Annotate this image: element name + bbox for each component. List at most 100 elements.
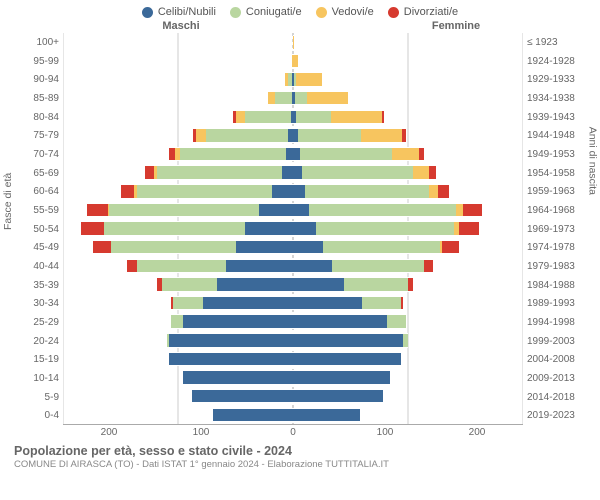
- pyramid-row: [63, 387, 523, 406]
- segment-single: [293, 314, 387, 329]
- x-tick-label: 100: [155, 427, 247, 438]
- segment-single: [236, 240, 294, 255]
- segment-married: [316, 221, 454, 236]
- segment-married: [295, 91, 307, 106]
- birth-label: 1959-1963: [527, 182, 585, 201]
- legend-item: Celibi/Nubili: [142, 6, 216, 18]
- segment-married: [109, 203, 259, 218]
- segment-married: [296, 110, 331, 125]
- segment-divorced: [81, 221, 104, 236]
- segment-single: [293, 240, 323, 255]
- male-bar: [63, 91, 293, 106]
- birth-label: 1974-1978: [527, 238, 585, 257]
- segment-married: [305, 184, 429, 199]
- pyramid-row: [63, 126, 523, 145]
- chart-container: Fasce di età Anni di nascita Celibi/Nubi…: [0, 0, 600, 500]
- segment-widowed: [392, 147, 420, 162]
- female-bar: [293, 165, 523, 180]
- female-bar: [293, 72, 523, 87]
- legend: Celibi/NubiliConiugati/eVedovi/eDivorzia…: [0, 0, 600, 20]
- legend-swatch: [142, 7, 153, 18]
- header-male: Maschi: [0, 20, 312, 32]
- pyramid-row: [63, 350, 523, 369]
- male-bar: [63, 333, 293, 348]
- male-bar: [63, 240, 293, 255]
- segment-married: [300, 147, 392, 162]
- age-label: 25-29: [15, 313, 59, 332]
- birth-label: 1954-1958: [527, 164, 585, 183]
- female-bar: [293, 110, 523, 125]
- segment-widowed: [307, 91, 348, 106]
- birth-label: 1964-1968: [527, 201, 585, 220]
- age-label: 85-89: [15, 89, 59, 108]
- male-bar: [63, 203, 293, 218]
- male-bar: [63, 54, 293, 69]
- male-bar: [63, 221, 293, 236]
- female-bar: [293, 277, 523, 292]
- segment-widowed: [456, 203, 463, 218]
- birth-label: 1969-1973: [527, 220, 585, 239]
- pyramid-row: [63, 238, 523, 257]
- segment-single: [293, 203, 309, 218]
- segment-single: [293, 333, 403, 348]
- female-bar: [293, 147, 523, 162]
- segment-divorced: [121, 184, 135, 199]
- age-label: 65-69: [15, 164, 59, 183]
- age-label: 60-64: [15, 182, 59, 201]
- segment-married: [162, 277, 217, 292]
- x-tick-label: 200: [431, 427, 523, 438]
- birth-label: 1979-1983: [527, 257, 585, 276]
- female-bar: [293, 203, 523, 218]
- segment-widowed: [429, 184, 438, 199]
- pyramid-row: [63, 331, 523, 350]
- segment-single: [217, 277, 293, 292]
- male-bar: [63, 314, 293, 329]
- male-bar: [63, 72, 293, 87]
- pyramid-row: [63, 219, 523, 238]
- segment-widowed: [236, 110, 245, 125]
- segment-married: [245, 110, 291, 125]
- segment-widowed: [361, 128, 402, 143]
- legend-label: Coniugati/e: [246, 6, 302, 18]
- segment-single: [226, 259, 293, 274]
- pyramid-row: [63, 108, 523, 127]
- segment-married: [206, 128, 289, 143]
- pyramid-row: [63, 201, 523, 220]
- segment-single: [293, 259, 332, 274]
- legend-item: Coniugati/e: [230, 6, 302, 18]
- segment-single: [293, 147, 300, 162]
- male-bar: [63, 277, 293, 292]
- segment-married: [171, 314, 183, 329]
- segment-married: [157, 165, 281, 180]
- age-label: 95-99: [15, 52, 59, 71]
- segment-divorced: [419, 147, 424, 162]
- pyramid-row: [63, 163, 523, 182]
- segment-single: [286, 147, 293, 162]
- segment-single: [293, 370, 390, 385]
- segment-divorced: [87, 203, 108, 218]
- segment-married: [403, 333, 408, 348]
- segment-married: [137, 184, 273, 199]
- age-label: 100+: [15, 33, 59, 52]
- x-tick-label: 200: [63, 427, 155, 438]
- segment-single: [259, 203, 294, 218]
- age-label: 55-59: [15, 201, 59, 220]
- segment-married: [309, 203, 456, 218]
- birth-label: 1984-1988: [527, 276, 585, 295]
- birth-label: 1929-1933: [527, 70, 585, 89]
- birth-label: 1989-1993: [527, 294, 585, 313]
- segment-divorced: [429, 165, 436, 180]
- female-bar: [293, 352, 523, 367]
- legend-swatch: [316, 7, 327, 18]
- male-bar: [63, 128, 293, 143]
- female-bar: [293, 408, 523, 423]
- male-bar: [63, 259, 293, 274]
- segment-single: [213, 408, 294, 423]
- segment-divorced: [408, 277, 413, 292]
- pyramid-row: [63, 294, 523, 313]
- female-bar: [293, 333, 523, 348]
- age-label: 15-19: [15, 350, 59, 369]
- birth-label: 2014-2018: [527, 388, 585, 407]
- pyramid-row: [63, 145, 523, 164]
- segment-single: [293, 352, 401, 367]
